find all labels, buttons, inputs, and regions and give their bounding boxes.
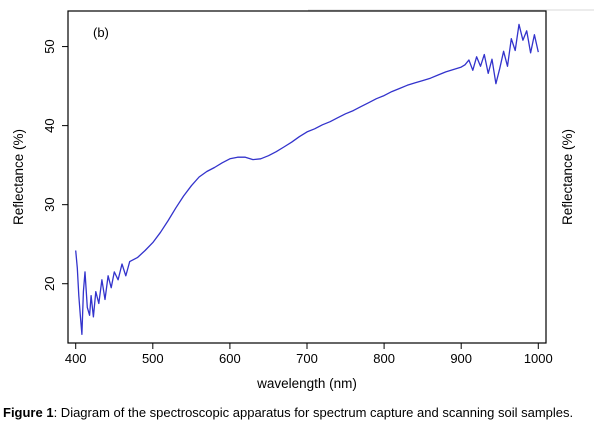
y-tick-label: 40 — [42, 118, 57, 132]
x-axis: 400 500 600 700 800 900 1000 — [65, 343, 553, 366]
x-tick-label: 800 — [373, 351, 395, 366]
x-tick-label: 500 — [142, 351, 164, 366]
y-axis-title-left: Reflectance (%) — [11, 129, 26, 225]
y-axis-title-right: Reflectance (%) — [560, 129, 575, 225]
y-tick-label: 50 — [42, 39, 57, 53]
figure-caption-text: : Diagram of the spectroscopic apparatus… — [53, 405, 574, 420]
x-axis-title: wavelength (nm) — [256, 376, 357, 391]
reflectance-chart: (b) 400 500 600 700 800 900 1000 20 30 40 50 wave… — [11, 9, 594, 391]
y-tick-label: 30 — [42, 197, 57, 211]
x-tick-label: 1000 — [524, 351, 553, 366]
plot-frame — [67, 10, 547, 344]
y-axis: 20 30 40 50 — [42, 39, 68, 291]
y-tick-label: 20 — [42, 276, 57, 290]
figure-caption: Figure 1: Diagram of the spectroscopic a… — [3, 405, 591, 420]
figure-caption-label: Figure 1 — [3, 405, 54, 420]
x-tick-label: 700 — [296, 351, 318, 366]
x-tick-label: 400 — [65, 351, 87, 366]
reflectance-series-line — [75, 23, 539, 335]
x-tick-label: 600 — [219, 351, 241, 366]
panel-label: (b) — [93, 25, 109, 40]
x-tick-label: 900 — [450, 351, 472, 366]
